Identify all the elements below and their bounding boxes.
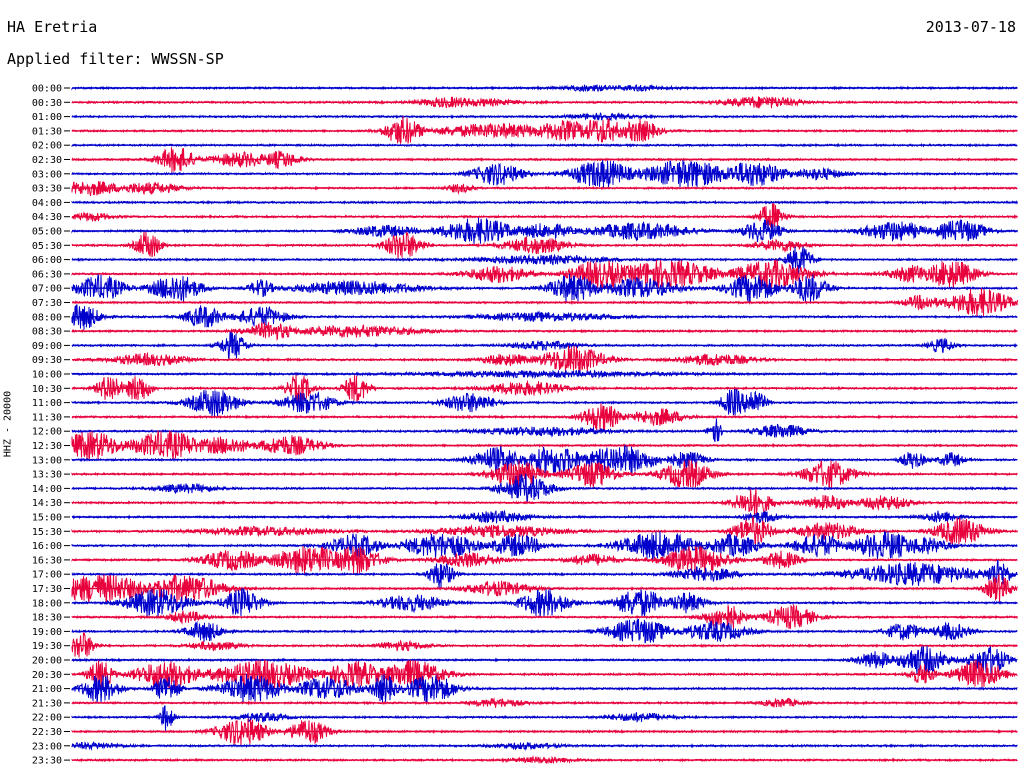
trace-row-0130 (71, 116, 1018, 144)
row-label-0830: 08:30 (32, 327, 62, 338)
row-label-0930: 09:30 (32, 355, 62, 366)
row-label-1000: 10:00 (32, 370, 62, 381)
row-label-0030: 00:30 (32, 98, 62, 109)
row-label-0200: 02:00 (32, 141, 62, 152)
row-label-0800: 08:00 (32, 312, 62, 323)
row-label-2230: 22:30 (32, 727, 62, 738)
row-label-0900: 09:00 (32, 341, 62, 352)
row-label-1330: 13:30 (32, 470, 62, 481)
row-label-0130: 01:30 (32, 126, 62, 137)
row-label-1830: 18:30 (32, 613, 62, 624)
row-label-1930: 19:30 (32, 641, 62, 652)
row-label-1700: 17:00 (32, 570, 62, 581)
row-label-0000: 00:00 (32, 84, 62, 95)
row-label-2100: 21:00 (32, 684, 62, 695)
row-label-0500: 05:00 (32, 227, 62, 238)
trace-row-2200 (71, 705, 1018, 731)
row-label-2030: 20:30 (32, 670, 62, 681)
row-label-1300: 13:00 (32, 455, 62, 466)
trace-group (71, 84, 1018, 765)
row-label-1630: 16:30 (32, 555, 62, 566)
row-label-1730: 17:30 (32, 584, 62, 595)
row-label-0230: 02:30 (32, 155, 62, 166)
row-label-1430: 14:30 (32, 498, 62, 509)
row-label-2200: 22:00 (32, 713, 62, 724)
row-label-1500: 15:00 (32, 513, 62, 524)
row-label-0530: 05:30 (32, 241, 62, 252)
row-label-1900: 19:00 (32, 627, 62, 638)
row-label-2130: 21:30 (32, 698, 62, 709)
row-label-0700: 07:00 (32, 284, 62, 295)
row-label-1030: 10:30 (32, 384, 62, 395)
row-label-2000: 20:00 (32, 656, 62, 667)
row-label-0430: 04:30 (32, 212, 62, 223)
row-label-0300: 03:00 (32, 169, 62, 180)
date-label: 2013-07-18 (925, 18, 1016, 36)
row-label-2330: 23:30 (32, 756, 62, 767)
row-label-0630: 06:30 (32, 269, 62, 280)
row-label-1100: 11:00 (32, 398, 62, 409)
row-label-2300: 23:00 (32, 741, 62, 752)
row-label-1130: 11:30 (32, 412, 62, 423)
row-label-0600: 06:00 (32, 255, 62, 266)
filter-label: Applied filter: WWSSN-SP (7, 50, 224, 68)
row-label-1200: 12:00 (32, 427, 62, 438)
row-label-0400: 04:00 (32, 198, 62, 209)
station-title: HA Eretria (7, 18, 98, 36)
row-label-group: 00:00 00:30 01:00 01:30 02:00 02:30 03:00 03:30… (32, 84, 70, 767)
row-label-1800: 18:00 (32, 598, 62, 609)
row-label-1400: 14:00 (32, 484, 62, 495)
row-label-1600: 16:00 (32, 541, 62, 552)
trace-row-1530 (71, 516, 1018, 545)
row-label-1230: 12:30 (32, 441, 62, 452)
row-label-0100: 01:00 (32, 112, 62, 123)
row-label-1530: 15:30 (32, 527, 62, 538)
row-label-0730: 07:30 (32, 298, 62, 309)
row-label-0330: 03:30 (32, 184, 62, 195)
trace-row-2230 (71, 718, 1018, 747)
